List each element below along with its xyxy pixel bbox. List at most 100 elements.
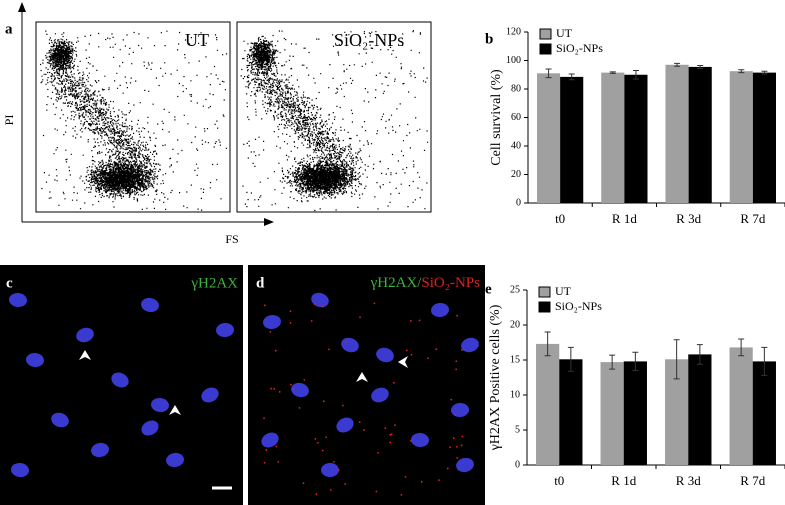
bar (665, 359, 689, 465)
bar (624, 74, 648, 203)
error-bar (568, 73, 575, 81)
bar (752, 72, 777, 203)
particle (450, 398, 453, 401)
particle (314, 303, 317, 306)
x-tick-label: R 3d (676, 473, 701, 488)
x-tick-label: R 1d (612, 211, 637, 226)
stain-label: γH2AX (190, 275, 238, 291)
particle (405, 349, 408, 352)
error-bar (738, 338, 745, 357)
arrowhead (169, 405, 181, 415)
legend-label: UT (555, 284, 572, 298)
y-tick-label: 0 (516, 197, 521, 208)
nucleus (336, 417, 354, 433)
error-bar (696, 344, 703, 365)
bar (536, 343, 560, 465)
particle (289, 322, 292, 324)
error-bar (738, 69, 745, 74)
particle (456, 314, 458, 317)
error-bar (632, 351, 639, 371)
legend-label: UT (556, 26, 573, 40)
particle (270, 387, 273, 390)
nucleus (431, 302, 449, 318)
y-tick-label: 0 (515, 459, 520, 470)
bar (601, 72, 625, 203)
bar (729, 71, 753, 203)
particle (435, 348, 438, 351)
particle (446, 467, 449, 470)
error-bar (697, 64, 704, 69)
error-bar (761, 70, 768, 75)
particle (375, 490, 378, 493)
particle (274, 349, 277, 352)
condition-label: SiO₂-NPs (334, 30, 404, 50)
y-tick-label: 20 (511, 169, 521, 180)
nucleus (9, 292, 27, 308)
plot-frame (236, 21, 432, 213)
particle (420, 480, 423, 483)
arrowhead (264, 218, 274, 226)
y-tick-label: 100 (506, 55, 521, 66)
y-tick-label: 60 (511, 112, 521, 123)
y-tick-label: 5 (515, 424, 520, 435)
scatter-cloud (40, 30, 228, 211)
particle (452, 437, 455, 440)
arrowhead (398, 356, 408, 368)
particle (263, 304, 266, 307)
particle (455, 368, 458, 371)
nucleus (166, 452, 184, 468)
particle (449, 446, 452, 449)
particle (409, 319, 412, 322)
particle (456, 457, 459, 459)
bar (560, 76, 584, 203)
error-bar (545, 68, 552, 79)
particle (404, 475, 407, 478)
nucleus (376, 347, 394, 363)
nucleus (111, 372, 129, 388)
bar (623, 361, 647, 465)
particle (363, 429, 365, 431)
particle (278, 390, 281, 393)
nucleus (371, 387, 389, 403)
panel-label: b (485, 31, 493, 47)
nucleus (263, 314, 281, 330)
arrowhead (79, 350, 91, 360)
stain-label: γH2AX/SiO₂-NPs (370, 275, 481, 291)
nucleus (321, 462, 339, 478)
scatter-cloud (240, 30, 429, 212)
particle (322, 305, 324, 308)
arrowhead (356, 372, 368, 382)
particle (410, 353, 413, 356)
particle (321, 449, 324, 452)
plot-frame (35, 21, 231, 213)
legend-swatch (538, 301, 551, 313)
x-tick-label: t0 (555, 211, 565, 226)
particle (273, 388, 276, 390)
particle (394, 424, 396, 427)
error-bar (761, 346, 768, 376)
particle (460, 348, 463, 351)
particle (265, 449, 268, 451)
nucleus (411, 432, 429, 448)
particle (358, 421, 361, 424)
x-tick-label: R 1d (611, 473, 636, 488)
legend-label: SiO₂-NPs (555, 299, 602, 313)
x-tick-label: R 7d (740, 211, 765, 226)
particle (345, 340, 348, 343)
error-bar (674, 62, 681, 67)
y-tick-label: 15 (510, 354, 520, 365)
particle (389, 433, 392, 436)
nucleus (76, 327, 94, 343)
particle-text: SiO₂-NPs (421, 275, 480, 291)
condition-label: UT (185, 30, 209, 50)
particle (454, 414, 457, 416)
particle (373, 302, 376, 305)
stain-text: γH2AX/ (370, 275, 423, 291)
particle (460, 444, 463, 447)
particle (292, 388, 295, 390)
x-tick-label: t0 (554, 473, 564, 488)
cells (9, 292, 479, 496)
particle (389, 441, 392, 444)
